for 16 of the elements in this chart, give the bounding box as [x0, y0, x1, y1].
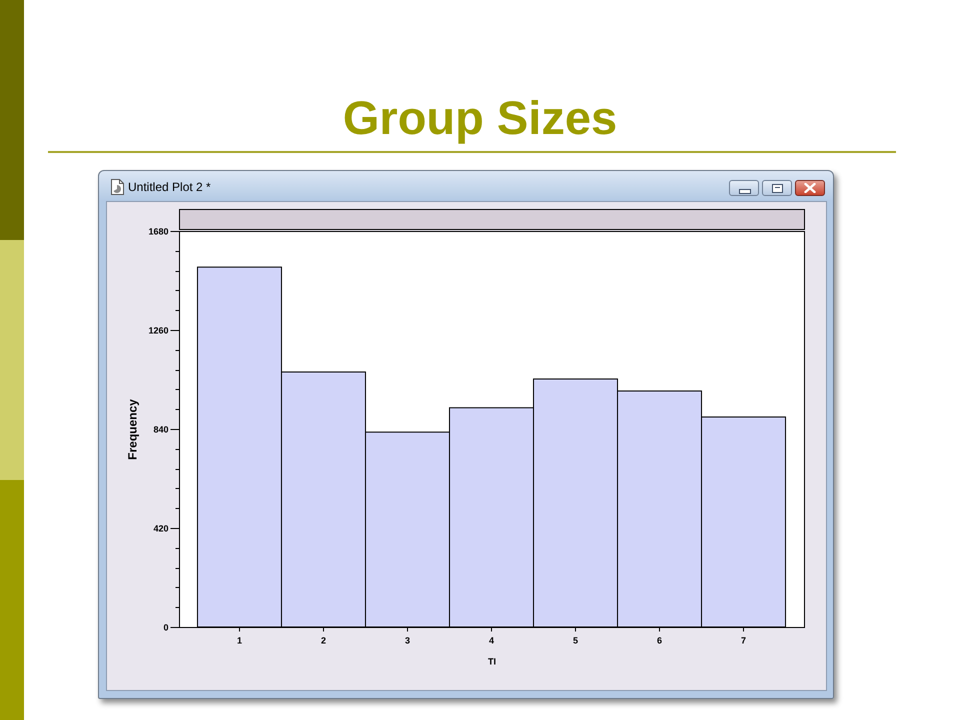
x-tick-label: 4: [488, 636, 494, 646]
x-tick-label: 6: [657, 636, 662, 646]
x-tick-label: 3: [404, 636, 410, 646]
x-tick-label: 2: [320, 636, 326, 646]
y-tick-label: 1680: [148, 226, 168, 236]
y-tick-label: 840: [153, 424, 168, 434]
x-tick-label: 7: [741, 636, 746, 646]
x-axis-title: TI: [488, 656, 496, 666]
y-tick-label: 0: [163, 622, 168, 632]
x-tick-label: 5: [573, 636, 578, 646]
y-axis-title: Frequency: [125, 398, 140, 460]
x-tick-label: 1: [236, 636, 242, 646]
text: Untitled Plot 2 *: [128, 180, 211, 194]
y-tick-label: 1260: [148, 326, 168, 336]
y-tick-label: 420: [153, 524, 168, 534]
chart-title: Group Sizes: [342, 90, 618, 146]
